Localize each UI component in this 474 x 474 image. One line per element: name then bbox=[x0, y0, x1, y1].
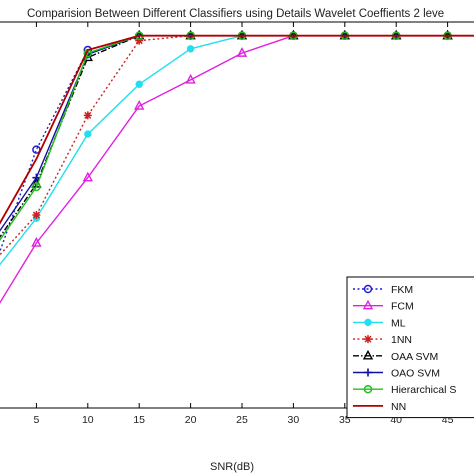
series-line bbox=[0, 35, 474, 239]
x-tick-label: 35 bbox=[339, 414, 351, 426]
data-point bbox=[363, 284, 373, 294]
x-tick-label: 10 bbox=[82, 414, 94, 426]
data-point bbox=[364, 368, 372, 377]
legend-entry: FKM bbox=[353, 284, 413, 296]
legend-label: Hierarchical S bbox=[391, 384, 456, 396]
data-point bbox=[83, 111, 92, 120]
series-hierarchical-s bbox=[0, 31, 474, 242]
x-tick-label: 25 bbox=[236, 414, 248, 426]
series-nn bbox=[0, 34, 474, 225]
series-fkm bbox=[0, 31, 474, 254]
legend-box bbox=[346, 276, 474, 419]
x-tick-label: 20 bbox=[185, 414, 197, 426]
data-point bbox=[362, 299, 374, 310]
legend-entry: FCM bbox=[353, 299, 414, 313]
data-point bbox=[31, 237, 42, 247]
series-1nn bbox=[0, 31, 474, 256]
legend-entry: OAO SVM bbox=[353, 368, 440, 380]
data-point bbox=[135, 36, 144, 45]
data-point bbox=[236, 47, 248, 57]
series-oaa-svm bbox=[0, 29, 474, 239]
legend-entry: Hierarchical S bbox=[353, 384, 456, 396]
series-ml bbox=[0, 31, 474, 266]
legend-label: FCM bbox=[391, 301, 414, 313]
legend-entry: NN bbox=[353, 401, 406, 413]
legend-label: OAA SVM bbox=[391, 351, 438, 363]
legend: FKM FCM ML 1NN OAA SVM OAO SVM Hierarchical S N… bbox=[346, 276, 474, 419]
data-point bbox=[32, 211, 41, 219]
series-line bbox=[0, 34, 474, 225]
x-tick-label: 15 bbox=[133, 414, 145, 426]
x-tick-label: 45 bbox=[442, 414, 454, 426]
x-tick-label: 40 bbox=[390, 414, 402, 426]
data-point bbox=[32, 182, 41, 192]
series-line bbox=[0, 35, 474, 266]
legend-label: OAO SVM bbox=[391, 368, 440, 380]
data-point bbox=[32, 173, 41, 182]
legend-entry: ML bbox=[353, 317, 406, 329]
legend-label: NN bbox=[391, 401, 406, 413]
data-point bbox=[134, 100, 145, 110]
series-oao-svm bbox=[0, 31, 474, 232]
series-layer bbox=[0, 29, 474, 304]
data-point bbox=[185, 73, 196, 84]
data-point bbox=[82, 171, 93, 182]
x-axis-label: SNR(dB) bbox=[210, 461, 254, 473]
x-tick-label: 30 bbox=[288, 414, 300, 426]
series-line bbox=[0, 35, 474, 256]
legend-label: FKM bbox=[391, 284, 413, 296]
data-point bbox=[364, 318, 372, 327]
data-point bbox=[362, 349, 374, 360]
plot-frame bbox=[0, 21, 474, 409]
x-tick-label: 5 bbox=[33, 414, 39, 426]
data-point bbox=[135, 80, 143, 88]
series-line bbox=[0, 35, 474, 242]
series-line bbox=[0, 35, 474, 232]
legend-label: 1NN bbox=[391, 334, 412, 346]
legend-label: ML bbox=[391, 317, 406, 329]
legend-entry: OAA SVM bbox=[353, 349, 438, 363]
series-line bbox=[0, 35, 474, 254]
legend-entry: 1NN bbox=[353, 334, 412, 346]
data-point bbox=[84, 130, 92, 138]
axis-ticks: 5 10 15 20 25 30 35 40 45 bbox=[33, 22, 454, 426]
data-point bbox=[186, 45, 195, 53]
data-point bbox=[364, 335, 372, 344]
data-point bbox=[363, 384, 373, 394]
chart-title: Comparision Between Different Classifier… bbox=[27, 8, 444, 20]
